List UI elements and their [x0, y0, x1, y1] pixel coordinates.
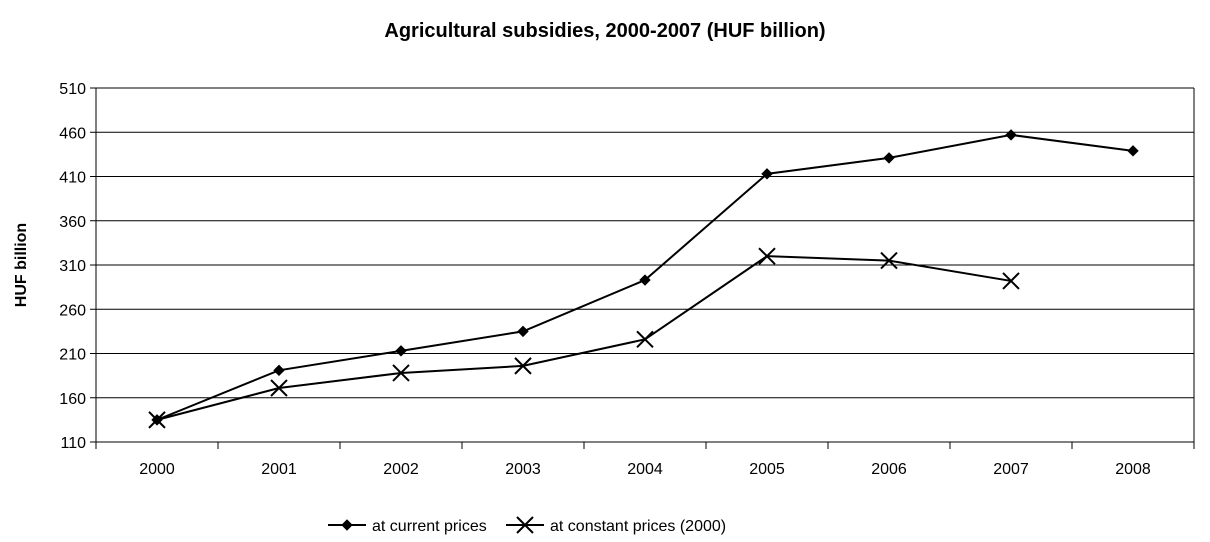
y-tick-label: 510 [59, 81, 86, 98]
y-tick-label: 310 [59, 258, 86, 275]
y-axis-label: HUF billion [13, 223, 30, 307]
x-tick-label: 2006 [871, 461, 907, 478]
data-point-series-1 [639, 274, 651, 286]
y-tick-label: 210 [59, 347, 86, 364]
data-point-series-1 [883, 152, 895, 164]
data-point-series-1 [761, 168, 773, 180]
y-tick-label: 410 [59, 170, 86, 187]
y-tick-labels: 110 160 210 260 310 360 410 460 510 [59, 81, 86, 452]
legend-label-2: at constant prices (2000) [550, 518, 726, 535]
y-tick-label: 110 [60, 435, 86, 452]
data-point-series-1 [1005, 129, 1017, 141]
axes [90, 87, 1195, 449]
series [148, 129, 1139, 429]
y-tick-label: 360 [59, 214, 86, 231]
legend-marker-1 [341, 519, 353, 531]
y-tick-label: 260 [59, 302, 86, 319]
series-line-2 [156, 255, 1012, 421]
legend-label-1: at current prices [372, 518, 487, 535]
x-tick-label: 2001 [261, 461, 297, 478]
data-point-series-1 [395, 345, 407, 357]
data-point-series-2 [758, 247, 776, 265]
x-tick-label: 2004 [627, 461, 663, 478]
data-point-series-2 [148, 411, 166, 429]
legend: at current prices at constant prices (200… [328, 516, 726, 535]
y-tick-label: 460 [59, 125, 86, 142]
chart-title: Agricultural subsidies, 2000-2007 (HUF b… [384, 20, 825, 42]
x-tick-label: 2005 [749, 461, 785, 478]
x-tick-labels: 2000 2001 2002 2003 2004 2005 2006 2007 2008 [139, 461, 1151, 478]
data-point-series-2 [270, 379, 288, 397]
data-point-series-2 [636, 330, 654, 349]
data-point-series-1 [517, 325, 529, 338]
x-tick-label: 2007 [993, 461, 1029, 478]
data-point-series-2 [392, 364, 410, 382]
data-point-series-2 [880, 251, 898, 270]
data-point-series-2 [1002, 272, 1020, 290]
legend-marker-2 [516, 516, 534, 534]
gridlines [96, 87, 1194, 443]
x-tick-label: 2000 [139, 461, 175, 478]
data-point-series-1 [1127, 145, 1139, 157]
x-tick-label: 2003 [505, 461, 541, 478]
x-tick-label: 2008 [1115, 461, 1151, 478]
y-tick-label: 160 [59, 391, 86, 408]
x-tick-label: 2002 [383, 461, 419, 478]
data-point-series-2 [514, 357, 532, 375]
data-point-series-1 [273, 364, 285, 377]
